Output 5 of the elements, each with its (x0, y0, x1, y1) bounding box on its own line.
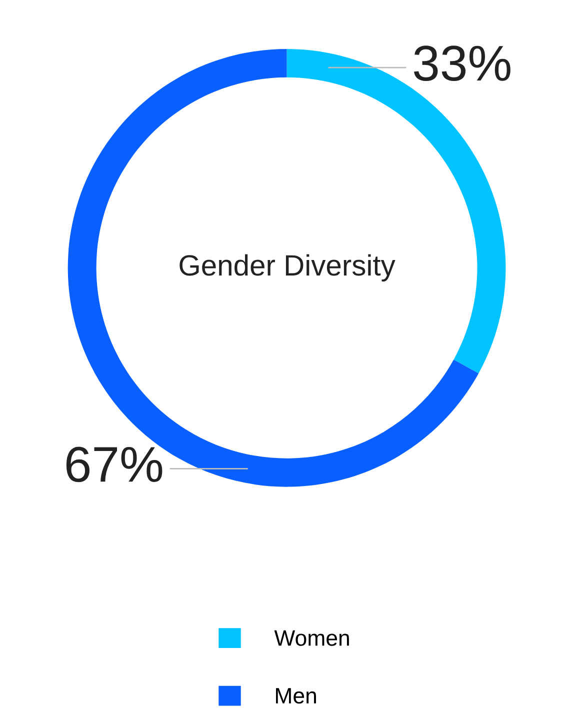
text: Gender Diversity (180, 254, 396, 282)
data-label: 33% (414, 46, 510, 82)
legend-label: Men (276, 688, 316, 704)
data-label: 67% (66, 446, 162, 482)
legend-label: Women (274, 630, 349, 646)
